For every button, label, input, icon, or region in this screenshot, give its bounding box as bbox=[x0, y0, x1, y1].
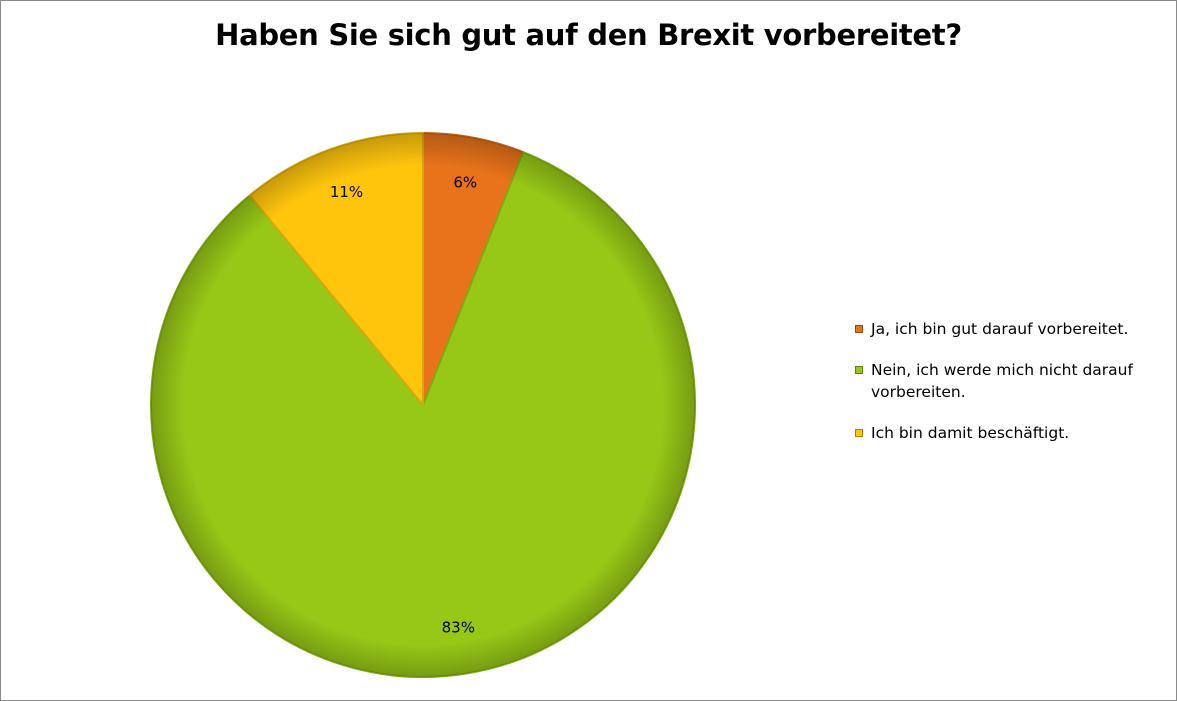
slice-value-label-ich-bin: 11% bbox=[330, 183, 363, 201]
legend-label-nein: Nein, ich werde mich nicht darauf vorber… bbox=[871, 361, 1133, 401]
legend-swatch-beschaeftigt bbox=[855, 429, 863, 437]
pie-value-labels: 6% 83% 11% bbox=[330, 174, 477, 637]
chart-title: Haben Sie sich gut auf den Brexit vorber… bbox=[215, 18, 962, 52]
legend-label-beschaeftigt: Ich bin damit beschäftigt. bbox=[871, 424, 1070, 442]
legend-item-nein: Nein, ich werde mich nicht darauf vorber… bbox=[853, 359, 1163, 403]
slice-value-label-nein-ich: 83% bbox=[442, 618, 475, 636]
legend-swatch-nein bbox=[855, 366, 863, 374]
legend-label-ja: Ja, ich bin gut darauf vorbereitet. bbox=[871, 320, 1129, 338]
legend-item-beschaeftigt: Ich bin damit beschäftigt. bbox=[853, 422, 1163, 444]
legend-item-ja: Ja, ich bin gut darauf vorbereitet. bbox=[853, 318, 1163, 340]
pie-slices bbox=[150, 132, 696, 678]
legend-swatch-ja bbox=[855, 325, 863, 333]
slice-value-label-ja-ich: 6% bbox=[453, 174, 477, 192]
legend: Ja, ich bin gut darauf vorbereitet. Nein… bbox=[853, 318, 1163, 444]
